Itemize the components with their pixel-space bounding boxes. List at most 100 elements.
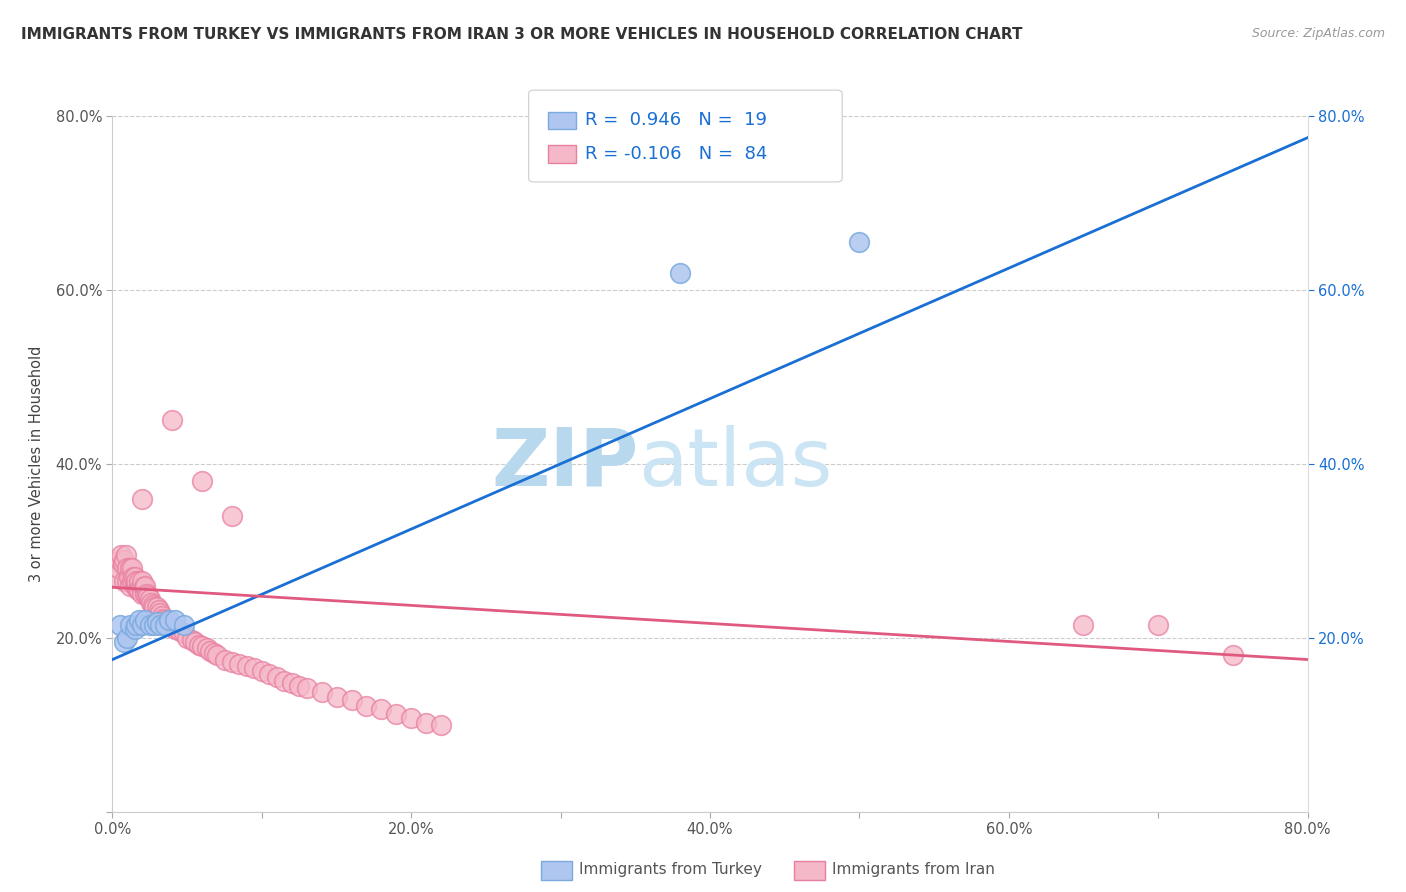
Point [191, 640, 214, 654]
Point [118, 570, 141, 584]
Text: Immigrants from Turkey: Immigrants from Turkey [579, 863, 762, 877]
Point [1147, 617, 1170, 632]
Point [259, 667, 281, 681]
Point [415, 716, 437, 731]
Point [149, 607, 172, 621]
Point [127, 582, 149, 597]
Point [150, 609, 173, 624]
Point [131, 491, 153, 506]
Text: ZIP: ZIP [491, 425, 638, 503]
Point [110, 548, 132, 562]
Point [135, 587, 157, 601]
Point [107, 561, 129, 575]
Point [131, 587, 153, 601]
Point [141, 596, 163, 610]
Point [228, 657, 250, 671]
Point [281, 676, 304, 690]
Point [117, 574, 139, 589]
Point [385, 707, 408, 722]
Point [146, 600, 169, 615]
Point [146, 615, 169, 629]
Point [134, 614, 156, 628]
Point [129, 580, 152, 594]
Point [266, 670, 288, 684]
Point [114, 635, 135, 649]
Point [165, 622, 187, 636]
Text: atlas: atlas [638, 425, 832, 503]
Point [153, 617, 176, 632]
Point [131, 574, 153, 589]
Point [191, 474, 214, 488]
Point [311, 684, 333, 698]
Point [117, 631, 139, 645]
Point [124, 622, 146, 636]
Point [149, 617, 172, 632]
Point [128, 574, 150, 589]
Point [115, 548, 138, 562]
Point [124, 570, 146, 584]
Point [195, 641, 218, 656]
Point [156, 615, 179, 629]
Point [243, 661, 266, 675]
Text: R = -0.106   N =  84: R = -0.106 N = 84 [585, 145, 768, 163]
Point [125, 578, 148, 592]
Point [162, 620, 183, 634]
Point [117, 561, 139, 575]
Point [153, 614, 176, 628]
Point [134, 587, 156, 601]
Point [105, 570, 128, 584]
Point [122, 570, 145, 584]
Point [340, 693, 363, 707]
Point [132, 580, 155, 594]
Point [221, 655, 243, 669]
Point [125, 617, 148, 632]
Point [236, 658, 259, 673]
Point [214, 652, 236, 666]
Point [131, 617, 153, 632]
Point [669, 266, 692, 280]
Point [108, 552, 131, 566]
Point [114, 552, 135, 566]
Point [157, 614, 180, 628]
Point [173, 626, 195, 640]
Y-axis label: 3 or more Vehicles in Household: 3 or more Vehicles in Household [30, 346, 45, 582]
Point [173, 617, 195, 632]
Point [273, 674, 295, 689]
Point [120, 561, 142, 575]
Point [183, 635, 205, 649]
Point [148, 603, 170, 617]
Point [370, 702, 392, 716]
Text: R =  0.946   N =  19: R = 0.946 N = 19 [585, 112, 766, 129]
Point [162, 413, 183, 427]
Point [1222, 648, 1244, 662]
Point [139, 617, 162, 632]
Point [401, 711, 423, 725]
Point [121, 561, 143, 575]
Point [139, 591, 162, 606]
Point [1073, 617, 1095, 632]
Point [138, 589, 160, 603]
Point [288, 679, 311, 693]
Point [152, 612, 174, 626]
Point [111, 557, 134, 571]
Point [157, 617, 180, 632]
Point [124, 578, 146, 592]
Point [143, 600, 166, 615]
Point [120, 617, 142, 632]
Point [188, 638, 211, 652]
Point [169, 624, 191, 638]
Point [108, 617, 131, 632]
Point [128, 582, 150, 597]
Point [134, 578, 156, 592]
Point [143, 617, 166, 632]
Point [202, 647, 225, 661]
Point [295, 681, 318, 696]
Text: IMMIGRANTS FROM TURKEY VS IMMIGRANTS FROM IRAN 3 OR MORE VEHICLES IN HOUSEHOLD C: IMMIGRANTS FROM TURKEY VS IMMIGRANTS FRO… [21, 27, 1022, 42]
Point [125, 574, 148, 589]
Point [114, 574, 135, 589]
Point [205, 648, 228, 662]
Point [180, 632, 202, 647]
Point [142, 598, 165, 612]
Point [430, 717, 453, 731]
Text: Source: ZipAtlas.com: Source: ZipAtlas.com [1251, 27, 1385, 40]
